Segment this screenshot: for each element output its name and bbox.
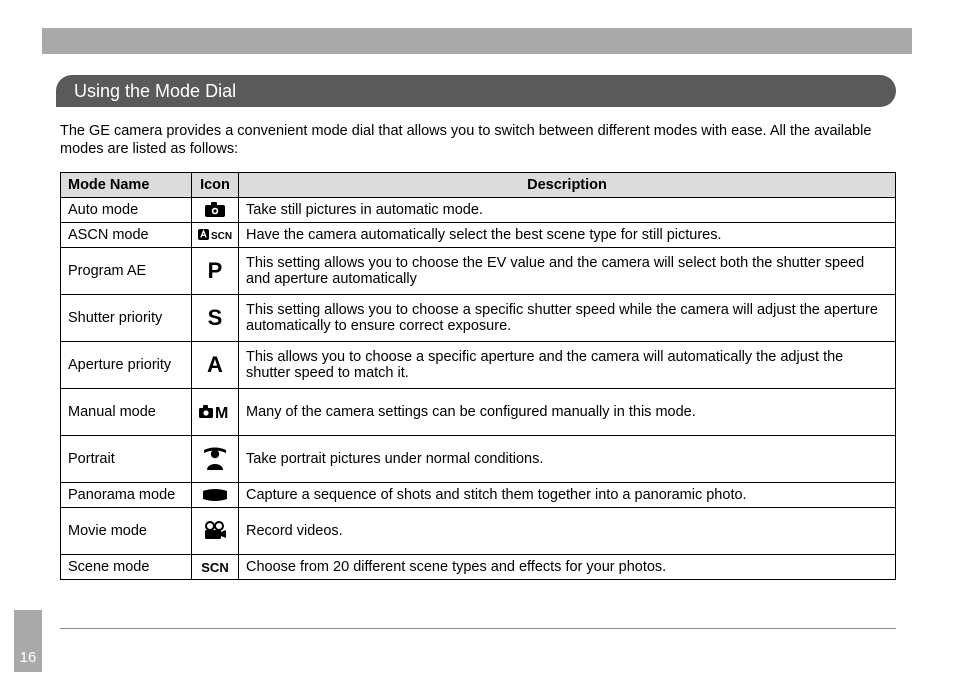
table-row: Portrait Take portrait pictures under nor… <box>61 436 896 483</box>
mode-desc-cell: Take portrait pictures under normal cond… <box>239 436 896 483</box>
mode-icon-text: SCN <box>194 560 236 575</box>
portrait-icon <box>194 440 236 478</box>
table-row: Scene modeSCNChoose from 20 different sc… <box>61 555 896 580</box>
mode-name-cell: Shutter priority <box>61 295 192 342</box>
table-row: Shutter prioritySThis setting allows you… <box>61 295 896 342</box>
table-row: Movie mode Record videos. <box>61 508 896 555</box>
mode-desc-cell: This setting allows you to choose a spec… <box>239 295 896 342</box>
mode-name-cell: Manual mode <box>61 389 192 436</box>
mode-name-cell: Program AE <box>61 248 192 295</box>
mode-name-cell: ASCN mode <box>61 223 192 248</box>
table-row: ASCN mode SCN Have the camera automaticall… <box>61 223 896 248</box>
mode-desc-cell: This allows you to choose a specific ape… <box>239 342 896 389</box>
mode-name-cell: Movie mode <box>61 508 192 555</box>
mode-desc-cell: Choose from 20 different scene types and… <box>239 555 896 580</box>
col-header-icon: Icon <box>192 173 239 198</box>
mode-icon-cell <box>192 198 239 223</box>
camera_m-icon: M <box>194 393 236 431</box>
top-grey-bar <box>42 28 912 54</box>
footer-rule <box>60 628 896 629</box>
mode-desc-cell: Capture a sequence of shots and stitch t… <box>239 483 896 508</box>
mode-desc-cell: Take still pictures in automatic mode. <box>239 198 896 223</box>
mode-name-cell: Scene mode <box>61 555 192 580</box>
camera-icon <box>194 202 236 218</box>
mode-icon-cell <box>192 436 239 483</box>
mode-dial-table: Mode Name Icon Description Auto mode Take… <box>60 172 896 580</box>
mode-icon-cell: A <box>192 342 239 389</box>
table-row: Aperture priorityAThis allows you to cho… <box>61 342 896 389</box>
table-row: Panorama mode Capture a sequence of shots… <box>61 483 896 508</box>
col-header-name: Mode Name <box>61 173 192 198</box>
mode-name-cell: Portrait <box>61 436 192 483</box>
mode-icon-text: A <box>194 346 236 384</box>
mode-name-cell: Panorama mode <box>61 483 192 508</box>
movie-icon <box>194 512 236 550</box>
svg-text:M: M <box>215 405 228 421</box>
intro-paragraph: The GE camera provides a convenient mode… <box>60 122 890 158</box>
table-row: Auto mode Take still pictures in automati… <box>61 198 896 223</box>
section-title: Using the Mode Dial <box>56 75 896 107</box>
col-header-desc: Description <box>239 173 896 198</box>
mode-icon-cell: SCN <box>192 555 239 580</box>
mode-desc-cell: Have the camera automatically select the… <box>239 223 896 248</box>
table-row: Manual mode M Many of the camera settings … <box>61 389 896 436</box>
table-header-row: Mode Name Icon Description <box>61 173 896 198</box>
mode-icon-cell: P <box>192 248 239 295</box>
mode-icon-cell: M <box>192 389 239 436</box>
mode-icon-cell: S <box>192 295 239 342</box>
mode-desc-cell: Many of the camera settings can be confi… <box>239 389 896 436</box>
mode-icon-cell: SCN <box>192 223 239 248</box>
mode-icon-cell <box>192 483 239 508</box>
table-row: Program AEPThis setting allows you to ch… <box>61 248 896 295</box>
mode-desc-cell: Record videos. <box>239 508 896 555</box>
panorama-icon <box>194 488 236 502</box>
mode-name-cell: Aperture priority <box>61 342 192 389</box>
svg-text:SCN: SCN <box>211 231 232 242</box>
mode-desc-cell: This setting allows you to choose the EV… <box>239 248 896 295</box>
mode-icon-cell <box>192 508 239 555</box>
mode-name-cell: Auto mode <box>61 198 192 223</box>
mode-icon-text: S <box>194 299 236 337</box>
ascn-icon: SCN <box>194 228 236 242</box>
mode-icon-text: P <box>194 252 236 290</box>
page-number: 16 <box>14 610 42 672</box>
